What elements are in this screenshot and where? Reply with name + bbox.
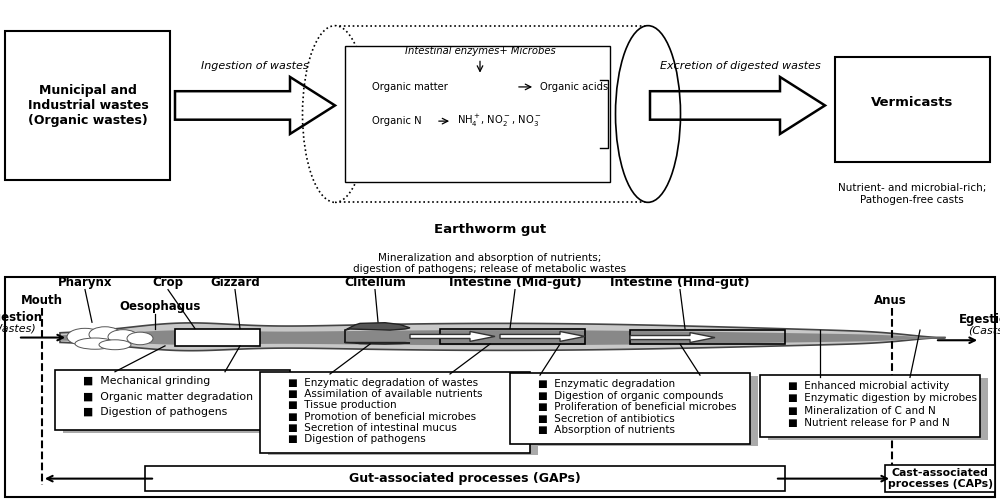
Ellipse shape <box>108 330 138 344</box>
Text: Earthworm gut: Earthworm gut <box>434 223 546 236</box>
Text: Egestion: Egestion <box>959 314 1000 326</box>
Ellipse shape <box>89 327 121 342</box>
Text: ■  Nutrient release for P and N: ■ Nutrient release for P and N <box>788 418 950 428</box>
FancyBboxPatch shape <box>518 376 758 446</box>
Text: ■  Enzymatic digestion by microbes: ■ Enzymatic digestion by microbes <box>788 394 977 404</box>
Text: ■  Enzymatic degradation of wastes: ■ Enzymatic degradation of wastes <box>288 378 478 388</box>
FancyBboxPatch shape <box>63 372 298 433</box>
Ellipse shape <box>99 340 131 349</box>
Text: ■  Assimilation of available nutrients: ■ Assimilation of available nutrients <box>288 389 483 399</box>
Text: Intestine (Mid-gut): Intestine (Mid-gut) <box>449 276 581 289</box>
Text: Vermicasts: Vermicasts <box>871 96 953 109</box>
FancyBboxPatch shape <box>768 378 988 440</box>
Ellipse shape <box>67 328 103 345</box>
Text: Ingestion: Ingestion <box>0 311 43 324</box>
Polygon shape <box>290 77 335 134</box>
FancyBboxPatch shape <box>5 32 170 180</box>
Text: NH$_4^+$, NO$_2^-$, NO$_3^-$: NH$_4^+$, NO$_2^-$, NO$_3^-$ <box>457 113 542 129</box>
Ellipse shape <box>302 26 368 203</box>
FancyBboxPatch shape <box>760 375 980 437</box>
Text: Mineralization and absorption of nutrients;
digestion of pathogens; release of m: Mineralization and absorption of nutrien… <box>353 253 627 274</box>
FancyBboxPatch shape <box>55 370 290 430</box>
Text: Nutrient- and microbial-rich;
Pathogen-free casts: Nutrient- and microbial-rich; Pathogen-f… <box>838 183 986 204</box>
Text: Anus: Anus <box>874 294 906 307</box>
Text: Organic N: Organic N <box>372 116 422 126</box>
Text: ■  Secretion of antibiotics: ■ Secretion of antibiotics <box>538 414 675 424</box>
Text: Gizzard: Gizzard <box>210 276 260 289</box>
Text: Clitellum: Clitellum <box>344 276 406 289</box>
FancyBboxPatch shape <box>145 466 785 491</box>
Text: Intestinal enzymes+ Microbes: Intestinal enzymes+ Microbes <box>405 46 555 56</box>
Text: Excretion of digested wastes: Excretion of digested wastes <box>660 61 820 71</box>
FancyBboxPatch shape <box>260 372 530 453</box>
Text: ■  Mineralization of C and N: ■ Mineralization of C and N <box>788 406 936 415</box>
Text: Cast-associated
processes (CAPs): Cast-associated processes (CAPs) <box>888 468 992 489</box>
FancyBboxPatch shape <box>175 329 260 346</box>
Text: ■  Mechanical grinding: ■ Mechanical grinding <box>83 376 210 386</box>
FancyBboxPatch shape <box>885 465 995 492</box>
Bar <box>650 91 780 120</box>
Polygon shape <box>780 77 825 134</box>
FancyArrow shape <box>410 332 495 342</box>
Ellipse shape <box>127 332 153 345</box>
Text: ■  Digestion of pathogens: ■ Digestion of pathogens <box>288 434 426 444</box>
Bar <box>175 91 290 120</box>
Text: ■  Proliferation of beneficial microbes: ■ Proliferation of beneficial microbes <box>538 402 736 412</box>
Text: Organic acids: Organic acids <box>540 82 608 92</box>
Text: Municipal and
Industrial wastes
(Organic wastes): Municipal and Industrial wastes (Organic… <box>28 84 148 127</box>
FancyArrow shape <box>500 332 585 342</box>
Ellipse shape <box>616 26 680 203</box>
Text: ■  Digestion of pathogens: ■ Digestion of pathogens <box>83 407 227 417</box>
Text: Oesophagus: Oesophagus <box>119 300 201 313</box>
FancyArrow shape <box>630 332 715 342</box>
Text: ■  Enhanced microbial activity: ■ Enhanced microbial activity <box>788 382 949 392</box>
Text: Crop: Crop <box>152 276 184 289</box>
Text: ■  Promotion of beneficial microbes: ■ Promotion of beneficial microbes <box>288 412 476 422</box>
Text: Gut-associated processes (GAPs): Gut-associated processes (GAPs) <box>349 472 581 485</box>
Text: Organic matter: Organic matter <box>372 82 448 92</box>
Ellipse shape <box>75 338 115 349</box>
Text: ■  Organic matter degradation: ■ Organic matter degradation <box>83 392 253 402</box>
Text: ■  Absorption of nutrients: ■ Absorption of nutrients <box>538 425 675 435</box>
Polygon shape <box>345 322 410 344</box>
Text: Pharynx: Pharynx <box>58 276 112 289</box>
Polygon shape <box>60 323 945 350</box>
Text: (Casts): (Casts) <box>968 326 1000 336</box>
Text: ■  Secretion of intestinal mucus: ■ Secretion of intestinal mucus <box>288 423 457 433</box>
Text: ■  Tissue production: ■ Tissue production <box>288 400 397 410</box>
FancyBboxPatch shape <box>268 374 538 456</box>
Text: Ingestion of wastes: Ingestion of wastes <box>201 61 309 71</box>
Text: (Wastes): (Wastes) <box>0 324 36 334</box>
FancyBboxPatch shape <box>345 46 610 182</box>
Text: ■  Enzymatic degradation: ■ Enzymatic degradation <box>538 379 675 389</box>
FancyBboxPatch shape <box>510 373 750 444</box>
Text: ■  Digestion of organic compounds: ■ Digestion of organic compounds <box>538 390 723 400</box>
Text: Intestine (Hind-gut): Intestine (Hind-gut) <box>610 276 750 289</box>
Text: Mouth: Mouth <box>21 294 63 307</box>
FancyBboxPatch shape <box>835 57 990 162</box>
FancyBboxPatch shape <box>5 277 995 496</box>
Polygon shape <box>60 330 945 345</box>
